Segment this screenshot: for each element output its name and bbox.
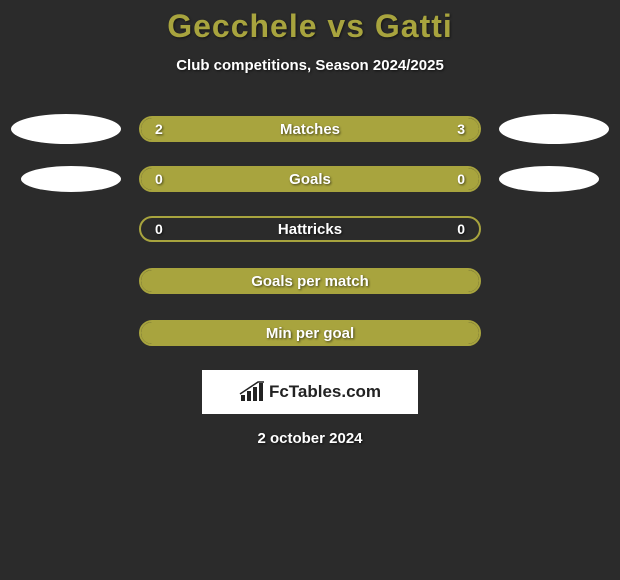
comparison-card: Gecchele vs Gatti Club competitions, Sea… <box>0 0 620 447</box>
team-logo-right <box>499 114 609 144</box>
logo-slot-right <box>499 166 599 192</box>
stat-bar: 00Hattricks <box>139 216 481 242</box>
bar-chart-icon <box>239 381 265 403</box>
page-title: Gecchele vs Gatti <box>0 8 620 45</box>
stat-label: Min per goal <box>141 322 479 344</box>
stat-bar: 23Matches <box>139 116 481 142</box>
brand-text: FcTables.com <box>269 382 381 402</box>
team-logo-left <box>11 114 121 144</box>
logo-spacer <box>499 266 609 296</box>
stat-row: 00Goals <box>0 166 620 192</box>
date-label: 2 october 2024 <box>0 430 620 447</box>
stat-row: Goals per match <box>0 266 620 296</box>
logo-slot-right <box>499 114 609 144</box>
logo-spacer <box>11 318 121 348</box>
logo-spacer <box>11 266 121 296</box>
subtitle: Club competitions, Season 2024/2025 <box>0 57 620 74</box>
brand-badge: FcTables.com <box>202 370 418 414</box>
stat-bar: Goals per match <box>139 268 481 294</box>
stat-row: 23Matches <box>0 114 620 144</box>
team-logo-right <box>499 166 599 192</box>
logo-spacer <box>499 214 609 244</box>
logo-spacer <box>11 214 121 244</box>
logo-slot-left <box>11 114 121 144</box>
stat-label: Hattricks <box>141 218 479 240</box>
stat-label: Goals <box>141 168 479 190</box>
logo-spacer <box>499 318 609 348</box>
stat-label: Goals per match <box>141 270 479 292</box>
stat-row: Min per goal <box>0 318 620 348</box>
stat-bar: Min per goal <box>139 320 481 346</box>
logo-slot-left <box>21 166 121 192</box>
stats-rows: 23Matches 00Goals 00Hattricks Goals per mat… <box>0 114 620 348</box>
stat-label: Matches <box>141 118 479 140</box>
team-logo-left <box>21 166 121 192</box>
stat-row: 00Hattricks <box>0 214 620 244</box>
stat-bar: 00Goals <box>139 166 481 192</box>
